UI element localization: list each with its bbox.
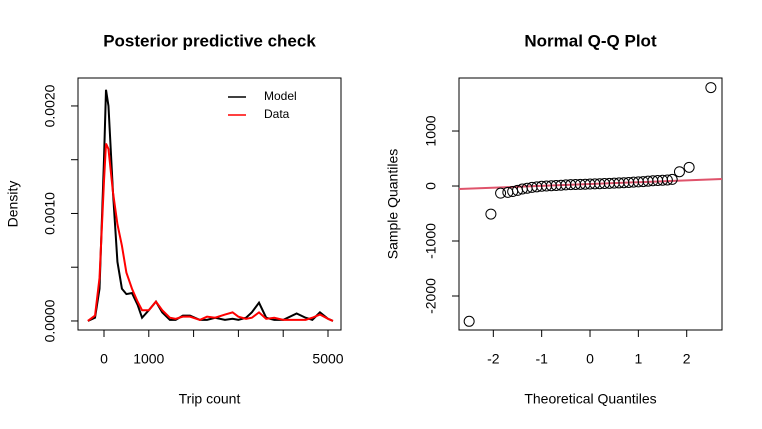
x-axis-label: Trip count (179, 391, 241, 407)
point (463, 315, 475, 327)
chart-title: Posterior predictive check (103, 31, 316, 50)
plot-box (77, 77, 342, 331)
point (705, 82, 717, 94)
point (683, 161, 695, 173)
y-axis-label: Density (5, 181, 21, 228)
y-tick-label: 0.0010 (42, 192, 58, 235)
y-tick-label: -1000 (423, 223, 439, 259)
y-tick-label: 1000 (423, 115, 439, 146)
x-axis-label: Theoretical Quantiles (524, 391, 656, 407)
x-tick-label: 1000 (133, 351, 164, 367)
point (485, 208, 497, 220)
x-tick-label: 2 (683, 351, 691, 367)
density-line (87, 89, 334, 322)
x-tick-label: 1 (634, 351, 642, 367)
point (673, 166, 685, 178)
y-axis-label: Sample Quantiles (385, 149, 401, 260)
point (661, 174, 673, 186)
density-line (87, 143, 334, 322)
point (666, 173, 678, 185)
x-tick-label: 0 (586, 351, 594, 367)
point (495, 187, 507, 199)
legend-label: Model (264, 89, 297, 103)
y-tick-label: -2000 (423, 278, 439, 314)
x-tick-label: -1 (535, 351, 548, 367)
y-tick-label: 0.0000 (42, 299, 58, 342)
x-tick-label: 0 (100, 351, 108, 367)
x-tick-label: -2 (487, 351, 500, 367)
legend-label: Data (264, 107, 290, 121)
y-tick-label: 0 (423, 182, 439, 190)
chart-title: Normal Q-Q Plot (524, 31, 657, 50)
plot-box (458, 77, 723, 331)
y-tick-label: 0.0020 (42, 84, 58, 127)
x-tick-label: 5000 (312, 351, 343, 367)
